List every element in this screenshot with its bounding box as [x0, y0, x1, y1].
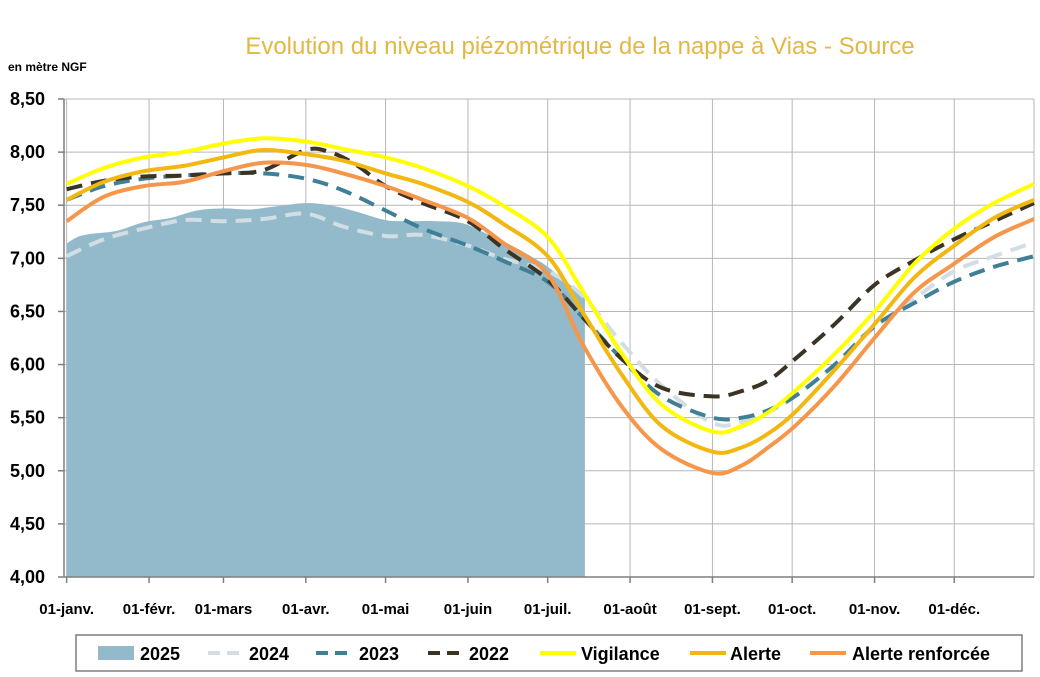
y-tick-label: 4,00	[10, 567, 45, 587]
y-tick-label: 7,00	[10, 248, 45, 268]
legend-label-2024: 2024	[249, 644, 289, 664]
legend-label-alerte-renforcee: Alerte renforcée	[852, 644, 990, 664]
legend-label-alerte: Alerte	[730, 644, 781, 664]
chart-title: Evolution du niveau piézométrique de la …	[245, 33, 914, 60]
legend-label-2025: 2025	[140, 644, 180, 664]
y-tick-label: 4,50	[10, 514, 45, 534]
x-tick-label: 01-août	[603, 601, 656, 618]
series-line-alerte-renforcee	[65, 160, 1035, 476]
y-tick-label: 5,50	[10, 408, 45, 428]
x-tick-label: 01-nov.	[849, 601, 900, 618]
x-tick-label: 01-sept.	[684, 601, 741, 618]
legend: 2025 2024 2023 2022 Vigilance Alerte Alerte re…	[98, 644, 990, 664]
y-tick-label: 8,00	[10, 142, 45, 162]
x-tick-labels: 01-janv. 01-févr. 01-mars 01-avr. 01-mai 01-j…	[39, 601, 980, 618]
line-series-layer	[65, 136, 1035, 476]
series-area-2025	[66, 203, 585, 577]
x-tick-label: 01-oct.	[768, 601, 816, 618]
y-axis-unit-label: en mètre NGF	[8, 60, 87, 74]
x-tick-label: 01-janv.	[39, 601, 94, 618]
y-tick-labels: 4,00 4,50 5,00 5,50 6,00 6,50 7,00 7,50 8,00 8,50	[10, 89, 45, 587]
y-tick-label: 6,00	[10, 355, 45, 375]
x-tick-label: 01-avr.	[282, 601, 330, 618]
y-tick-label: 7,50	[10, 195, 45, 215]
x-tick-label: 01-mai	[362, 601, 410, 618]
legend-label-2022: 2022	[469, 644, 509, 664]
x-tick-label: 01-févr.	[123, 601, 176, 618]
y-tick-label: 8,50	[10, 89, 45, 109]
axes	[58, 98, 1034, 583]
legend-label-vigilance: Vigilance	[581, 644, 660, 664]
series-line-vigilance	[65, 136, 1035, 435]
legend-swatch-2025	[98, 646, 134, 660]
x-tick-label: 01-déc.	[928, 601, 980, 618]
x-tick-label: 01-mars	[195, 601, 253, 618]
legend-label-2023: 2023	[359, 644, 399, 664]
series-line-alerte	[65, 147, 1035, 455]
y-tick-label: 6,50	[10, 301, 45, 321]
x-tick-label: 01-juin	[444, 601, 492, 618]
area-series-layer	[66, 203, 585, 577]
x-tick-label: 01-juil.	[524, 601, 572, 618]
y-tick-label: 5,00	[10, 461, 45, 481]
